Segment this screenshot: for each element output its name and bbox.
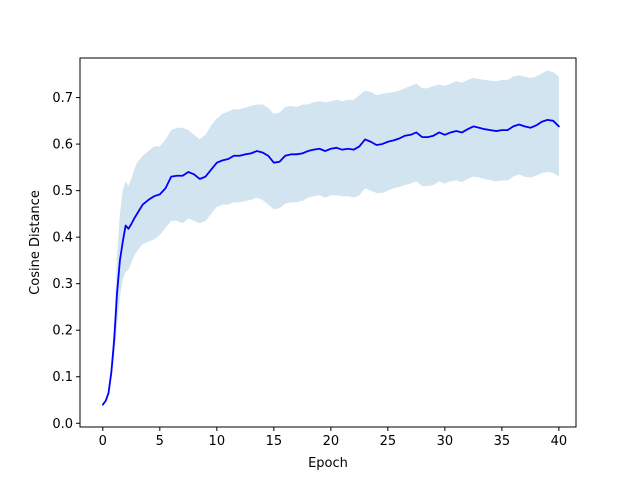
mean-line-layer — [101, 118, 560, 406]
confidence-band-layer — [102, 70, 559, 405]
x-tick-label: 40 — [551, 434, 568, 449]
y-tick-label: 0.1 — [52, 370, 73, 385]
y-tick-label: 0.4 — [52, 231, 73, 246]
x-tick-label: 10 — [209, 434, 226, 449]
y-tick-label: 0.5 — [52, 184, 73, 199]
mean-line — [101, 118, 560, 406]
y-axis-label: Cosine Distance — [28, 190, 43, 295]
x-axis-ticks: 0 5 10 15 20 25 30 35 40 — [99, 427, 568, 449]
y-tick-label: 0.7 — [52, 91, 73, 106]
y-tick-label: 0.2 — [52, 324, 73, 339]
x-tick-label: 30 — [437, 434, 454, 449]
x-tick-label: 25 — [380, 434, 397, 449]
x-tick-label: 15 — [266, 434, 283, 449]
y-tick-label: 0.6 — [52, 138, 73, 153]
x-tick-label: 0 — [99, 434, 107, 449]
x-tick-label: 5 — [156, 434, 164, 449]
std-band — [102, 70, 559, 405]
y-tick-label: 0.3 — [52, 277, 73, 292]
plot-area-frame — [79, 57, 577, 428]
x-axis-label: Epoch — [308, 456, 348, 471]
x-tick-label: 20 — [323, 434, 340, 449]
y-tick-label: 0.0 — [52, 417, 73, 432]
y-axis-ticks: 0.0 0.1 0.2 0.3 0.4 0.5 0.6 0.7 — [52, 91, 80, 432]
x-tick-label: 35 — [494, 434, 511, 449]
